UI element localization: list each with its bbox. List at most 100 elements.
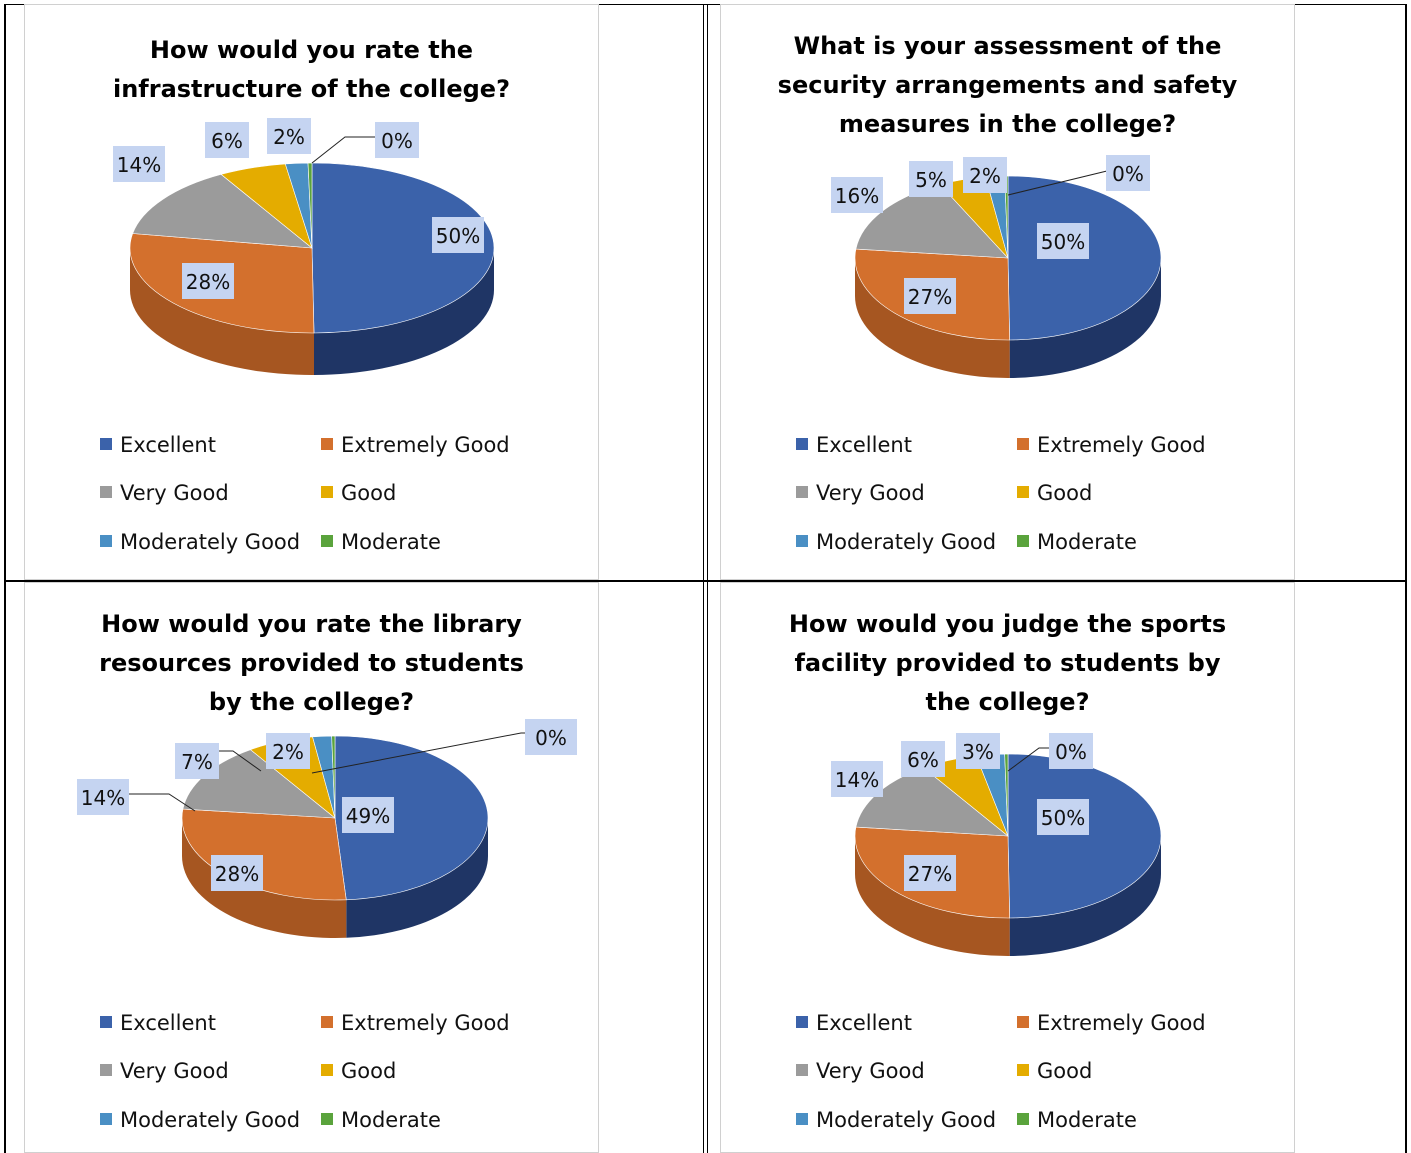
legend-item-extremely-good: Extremely Good	[321, 1011, 510, 1035]
data-label-extremely-good: 27%	[904, 855, 956, 891]
data-label-very-good: 14%	[77, 779, 129, 815]
legend-swatch	[100, 438, 112, 450]
data-label-text: 2%	[969, 164, 1001, 188]
legend-item-moderate: Moderate	[1017, 1108, 1137, 1132]
data-label-text: 50%	[1041, 230, 1085, 254]
legend-label: Very Good	[816, 1059, 925, 1083]
legend-swatch	[796, 1016, 808, 1028]
legend-label: Moderately Good	[816, 1108, 997, 1132]
slice-very-good	[132, 174, 313, 249]
legend-item-excellent: Excellent	[796, 433, 912, 457]
legend-item-very-good: Very Good	[100, 1059, 229, 1083]
legend-swatch	[321, 486, 333, 498]
data-label-good: 6%	[205, 122, 249, 158]
table-border-right	[1405, 4, 1407, 1153]
data-label-moderately-good: 2%	[963, 157, 1007, 193]
data-label-moderately-good: 3%	[956, 733, 1000, 769]
leader-line-moderate	[1007, 747, 1049, 772]
legend-label: Moderate	[341, 530, 441, 554]
legend-item-moderate: Moderate	[321, 1108, 441, 1132]
slice-side-excellent	[1009, 258, 1161, 378]
legend-swatch	[321, 438, 333, 450]
data-label-text: 14%	[835, 768, 879, 792]
legend-item-very-good: Very Good	[100, 481, 229, 505]
legend-label: Moderately Good	[816, 530, 997, 554]
legend-item-good: Good	[1017, 481, 1092, 505]
legend-swatch	[321, 1016, 333, 1028]
legend-label: Very Good	[120, 481, 229, 505]
legend-label: Extremely Good	[1037, 433, 1206, 457]
slice-side-excellent	[313, 248, 494, 375]
legend-swatch	[321, 1064, 333, 1076]
table-border-middle	[4, 580, 1407, 582]
data-label-text: 7%	[181, 750, 213, 774]
data-label-excellent: 49%	[342, 797, 394, 833]
data-label-text: 50%	[436, 224, 480, 248]
data-label-moderately-good: 2%	[266, 733, 310, 769]
data-label-moderate: 0%	[1106, 155, 1150, 191]
table-border-left	[4, 4, 6, 1153]
chart-title: What is your assessment of the security …	[777, 32, 1238, 138]
slice-side-extremely-good	[182, 818, 347, 938]
legend-label: Good	[1037, 481, 1093, 505]
legend-item-extremely-good: Extremely Good	[1017, 433, 1206, 457]
legend-item-good: Good	[1017, 1059, 1092, 1083]
data-label-text: 6%	[907, 748, 939, 772]
data-label-moderate: 0%	[1049, 733, 1093, 769]
legend-swatch	[796, 1064, 808, 1076]
legend-item-excellent: Excellent	[100, 433, 216, 457]
data-label-excellent: 50%	[432, 217, 484, 253]
legend-item-moderately-good: Moderately Good	[100, 1108, 300, 1132]
leader-line-moderate	[311, 136, 375, 164]
data-label-moderate: 0%	[525, 719, 577, 755]
legend-label: Moderate	[1037, 1108, 1137, 1132]
legend-item-very-good: Very Good	[796, 1059, 925, 1083]
data-label-very-good: 14%	[831, 761, 883, 797]
legend-item-very-good: Very Good	[796, 481, 925, 505]
leader-line-moderate	[311, 732, 525, 774]
legend-item-moderate: Moderate	[1017, 530, 1137, 554]
data-label-good: 5%	[909, 161, 953, 197]
slice-moderate	[331, 735, 336, 819]
legend-item-moderately-good: Moderately Good	[796, 1108, 996, 1132]
legend-label: Moderate	[1037, 530, 1137, 554]
slice-side-extremely-good	[855, 258, 1010, 378]
pie-chart: 50% 28% 14% 6% 2% 0%	[113, 118, 495, 375]
legend-swatch	[321, 1113, 333, 1125]
legend-swatch	[1017, 1016, 1029, 1028]
legend-label: Extremely Good	[341, 433, 510, 457]
data-label-extremely-good: 28%	[182, 263, 234, 299]
legend-label: Excellent	[120, 433, 216, 457]
legend-swatch	[1017, 1113, 1029, 1125]
legend-swatch	[100, 535, 112, 547]
data-label-text: 2%	[272, 740, 304, 764]
data-label-moderate: 0%	[375, 122, 419, 158]
leader-line-very-good	[129, 793, 196, 812]
legend-swatch	[1017, 486, 1029, 498]
data-label-text: 28%	[186, 270, 230, 294]
slice-moderate	[1004, 753, 1009, 837]
slice-side-excellent	[346, 818, 488, 938]
legend-item-good: Good	[321, 1059, 396, 1083]
legend-swatch	[796, 486, 808, 498]
pie-chart: 50% 27% 14% 6% 3% 0%	[831, 733, 1162, 956]
legend-swatch	[796, 535, 808, 547]
legend-label: Moderately Good	[120, 530, 301, 554]
slice-excellent	[334, 735, 489, 901]
data-label-good: 6%	[901, 741, 945, 777]
legend-swatch	[796, 1113, 808, 1125]
data-label-very-good: 14%	[113, 146, 165, 182]
table-border-top	[4, 4, 1407, 5]
legend-item-moderate: Moderate	[321, 530, 441, 554]
slice-moderate	[307, 162, 313, 249]
data-label-text: 0%	[381, 129, 413, 153]
data-label-text: 49%	[346, 804, 390, 828]
legend-label: Extremely Good	[1037, 1011, 1206, 1035]
chart-title: How would you judge the sports facility …	[788, 610, 1227, 716]
slice-side-extremely-good	[130, 248, 314, 375]
legend-swatch	[1017, 438, 1029, 450]
pie-chart: 50% 27% 16% 5% 2% 0%	[831, 155, 1162, 378]
legend-label: Excellent	[120, 1011, 216, 1035]
legend-swatch	[796, 438, 808, 450]
legend-item-excellent: Excellent	[100, 1011, 216, 1035]
